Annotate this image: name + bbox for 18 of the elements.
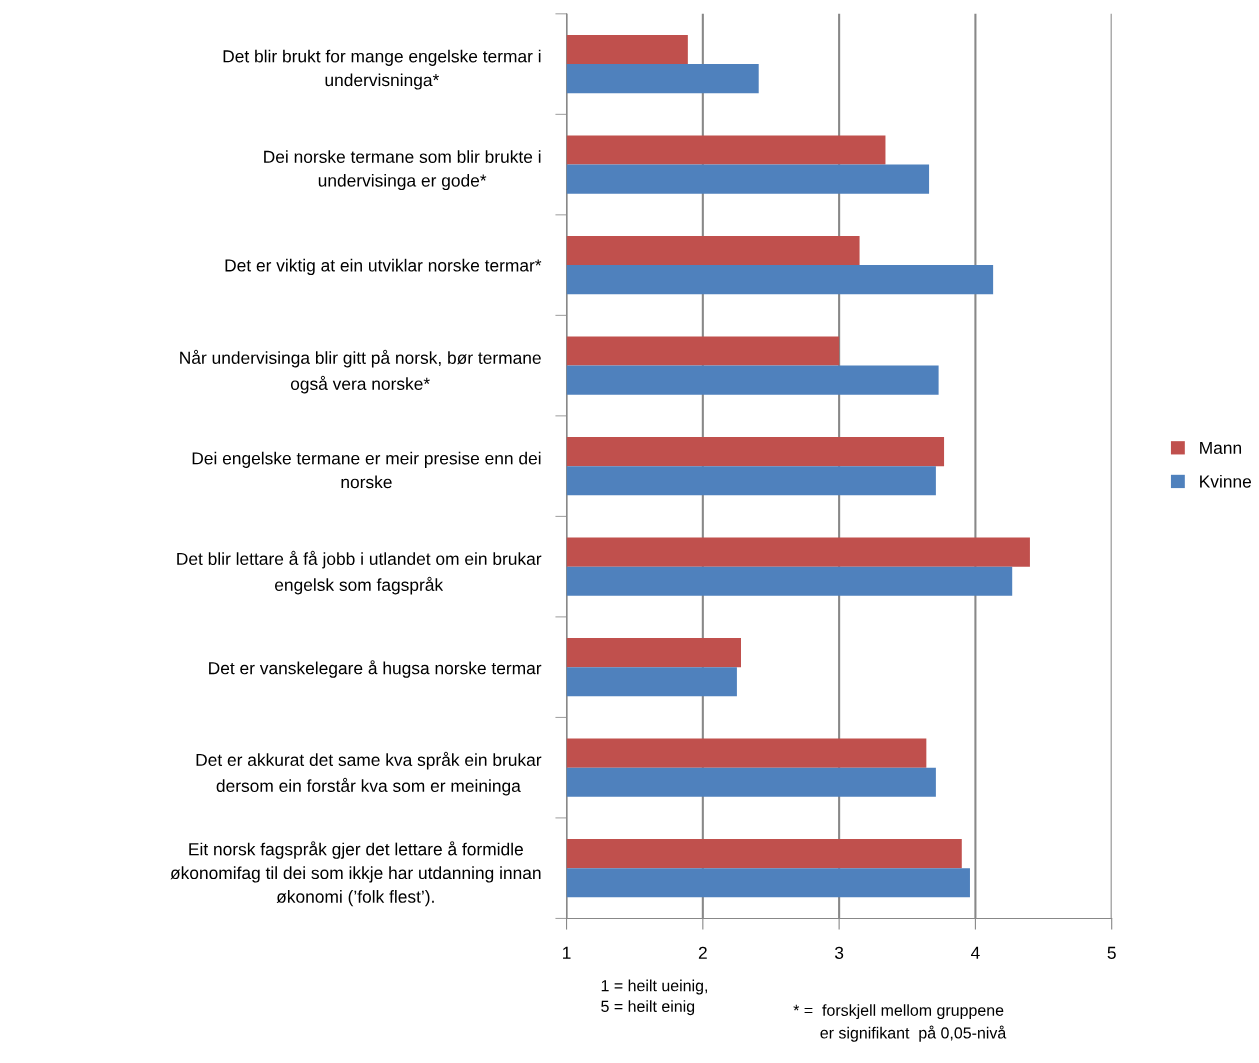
x-tick-label: 1 [563,946,571,959]
legend-label: Mann [1200,441,1242,455]
y-tick-label: Det er vanskelegare å hugsa norske termar [209,660,542,678]
y-tick-label: Når undervisinga blir gitt på norsk, bør termane også vera norske* [180,349,541,394]
y-tick-label: Det blir lettare å få jobb i utlandet om ein brukar engelsk som fagspråk [177,550,542,595]
text: * = forskjell mellom gruppene er signifikant på 0,05-nivå [793,1004,1007,1042]
legend-label: Kvinne [1200,474,1252,488]
x-tick-label: 2 [698,946,707,959]
x-tick-label: 4 [970,946,980,959]
x-tick-label: 3 [834,946,844,959]
x-tick-label: 5 [1107,946,1116,959]
y-tick-label: Dei norske termane som blir brukte i undervisinga er gode* [264,150,541,191]
y-tick-label: Det er akkurat det same kva språk ein brukar dersom ein forstår kva som er meininga [196,751,542,796]
y-tick-label: Dei engelske termane er meir presise enn dei norske [192,451,541,489]
y-tick-label: Det blir brukt for mange engelske termar i undervisninga* [223,49,541,90]
text: 1 = heilt ueinig, 5 = heilt einig [601,979,707,1016]
y-tick-label: Eit norsk fagspråk gjer det lettare å formidle økonomifag til dei som ikkje har utdanning innan økonomi (’folk flest’). [170,841,541,907]
y-tick-label: Det er viktig at ein utviklar norske termar* [225,258,542,275]
